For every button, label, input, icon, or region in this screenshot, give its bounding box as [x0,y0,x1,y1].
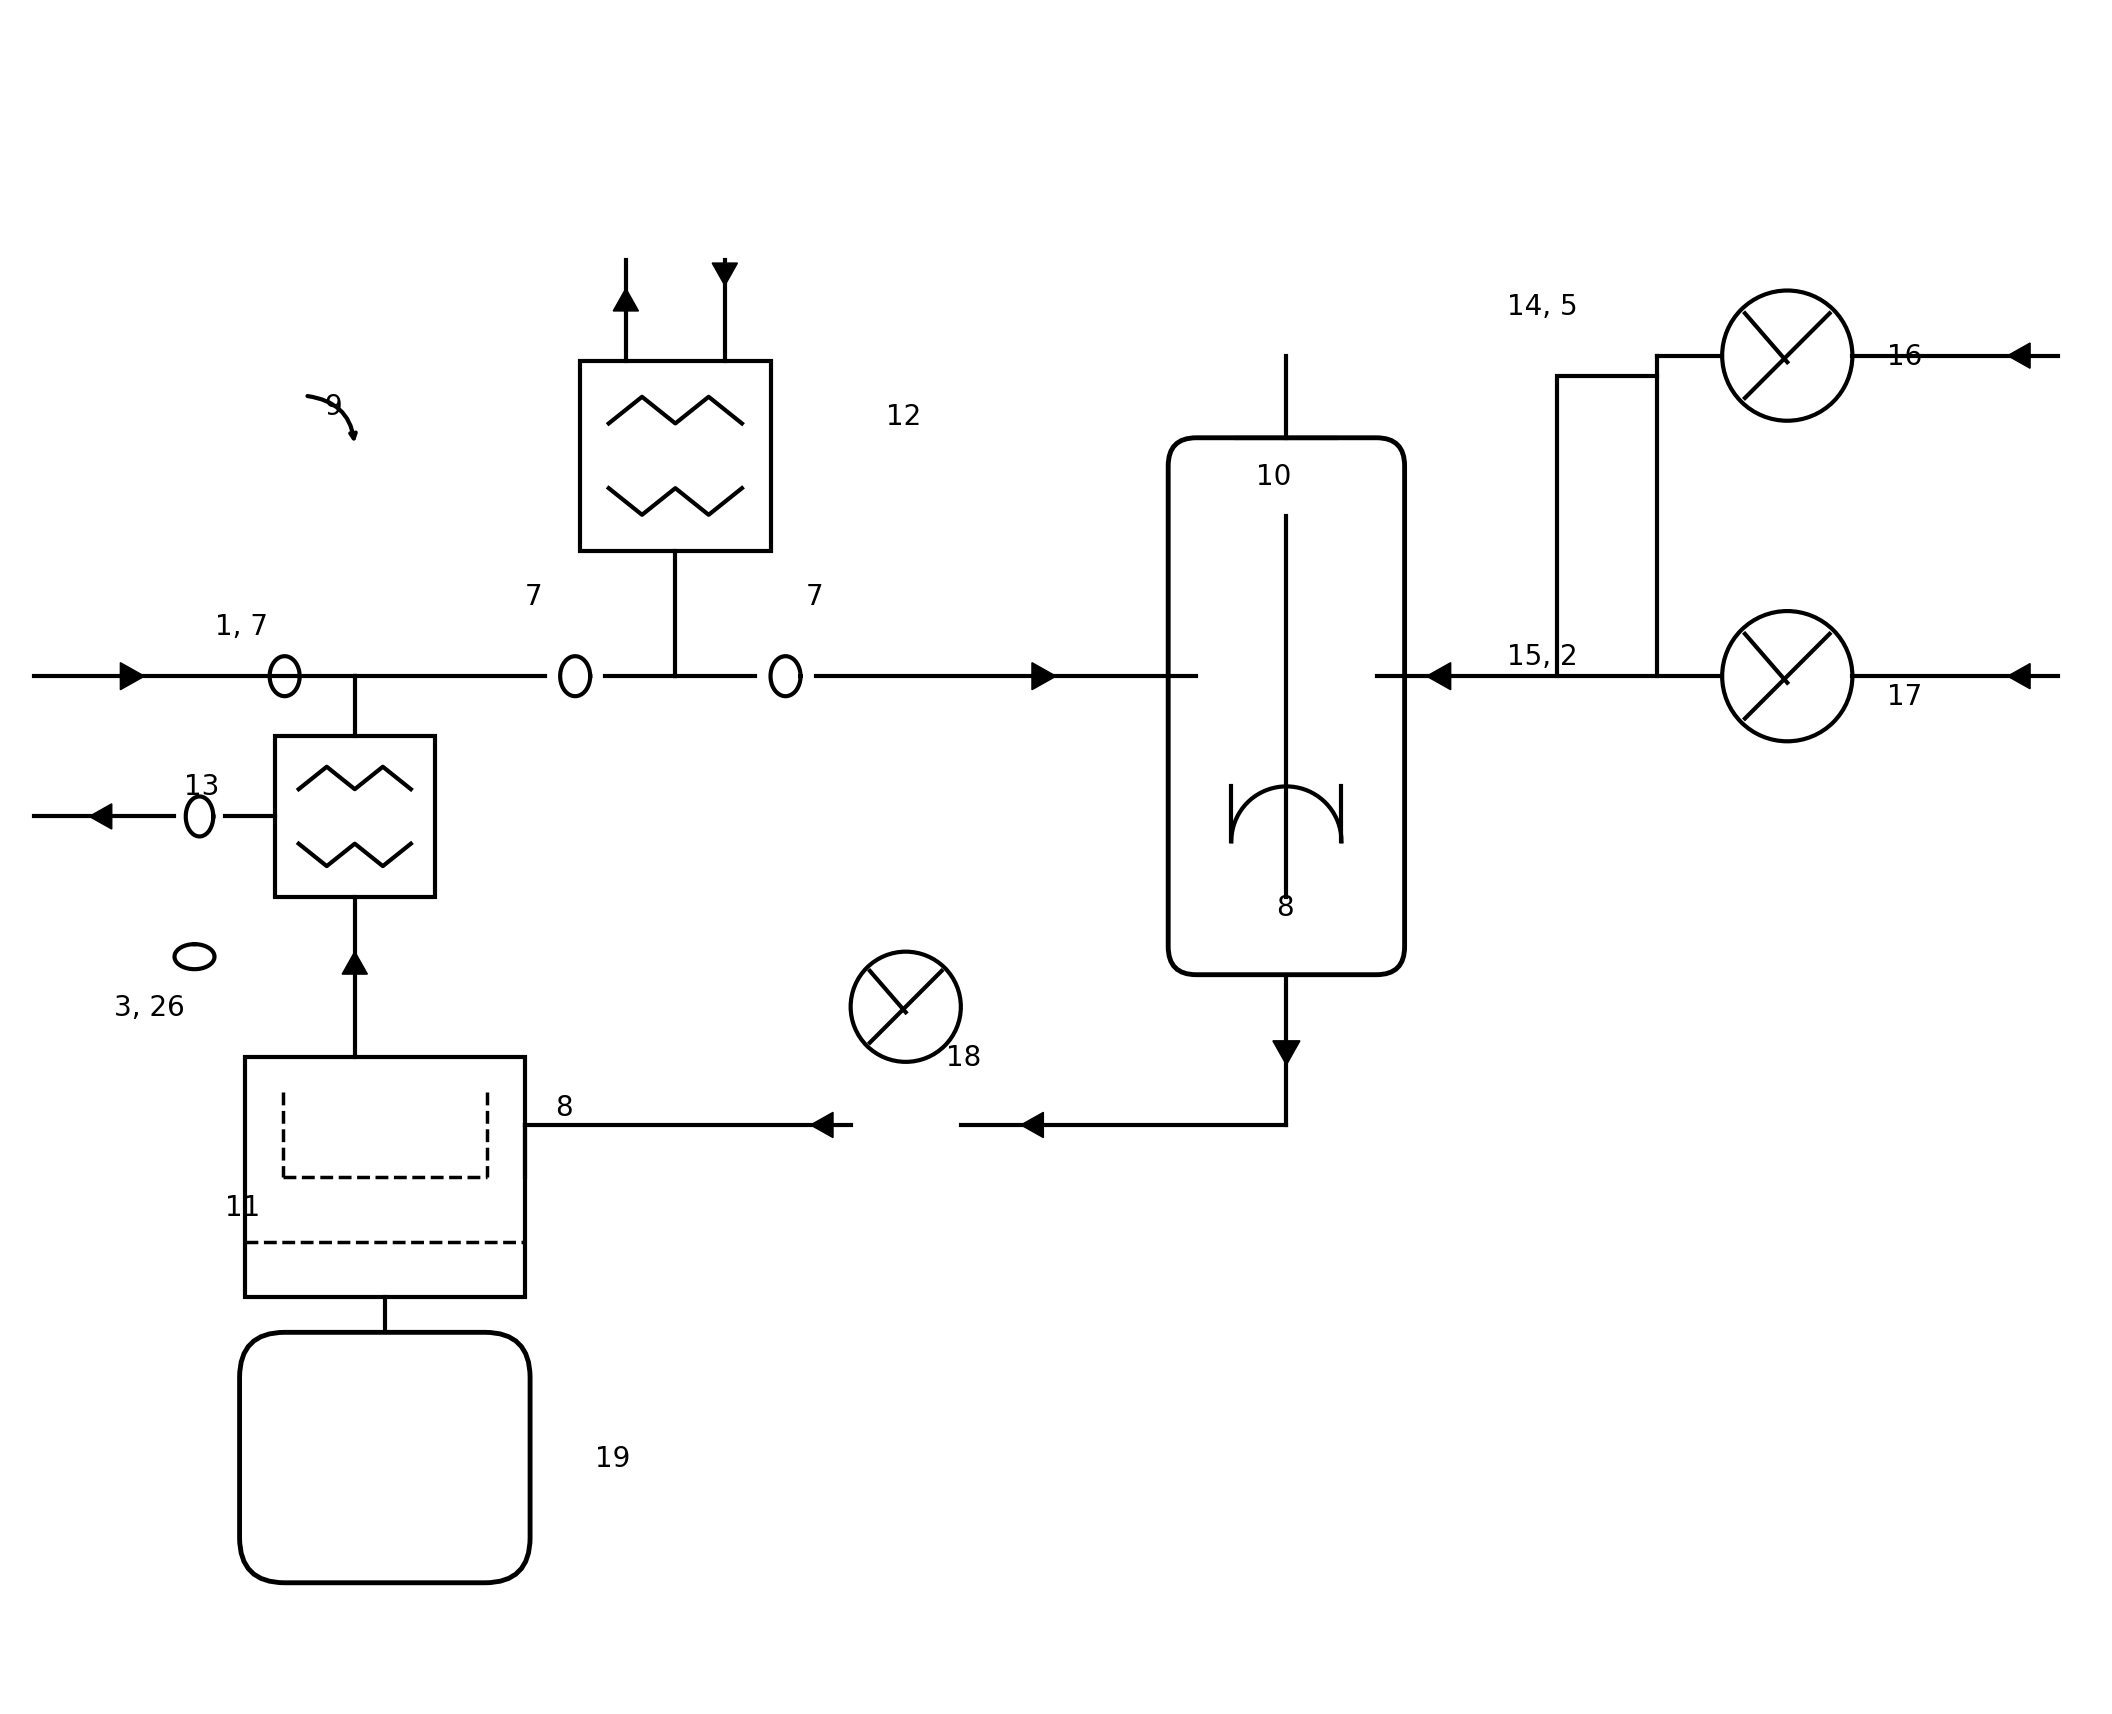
Polygon shape [811,1112,832,1138]
Text: 18: 18 [946,1044,982,1071]
Bar [245,1058,526,1297]
Polygon shape [120,663,144,691]
Polygon shape [2009,665,2030,689]
Text: 10: 10 [1257,463,1293,490]
Polygon shape [342,951,367,975]
Text: 9: 9 [325,393,342,420]
Text: 19: 19 [596,1443,631,1472]
Text: 7: 7 [805,583,824,610]
Text: 17: 17 [1888,682,1922,711]
Bar [581,362,771,552]
Text: 11: 11 [224,1193,260,1222]
Text: 12: 12 [885,403,921,430]
Text: 1, 7: 1, 7 [215,612,268,641]
Text: 13: 13 [184,773,220,800]
Text: 7: 7 [526,583,543,610]
Polygon shape [612,290,638,312]
Polygon shape [1426,663,1451,691]
Polygon shape [1020,1112,1043,1138]
Polygon shape [89,804,112,830]
Polygon shape [1033,663,1056,691]
Polygon shape [2009,345,2030,369]
Text: 16: 16 [1888,343,1922,370]
Text: 8: 8 [555,1094,572,1121]
Text: 14, 5: 14, 5 [1506,293,1578,321]
Polygon shape [712,264,737,286]
Bar [1557,377,1658,677]
Text: 8: 8 [1276,893,1295,920]
Text: 3, 26: 3, 26 [114,992,186,1022]
Bar [275,737,435,896]
Text: 15, 2: 15, 2 [1506,643,1578,670]
Polygon shape [1274,1040,1299,1064]
